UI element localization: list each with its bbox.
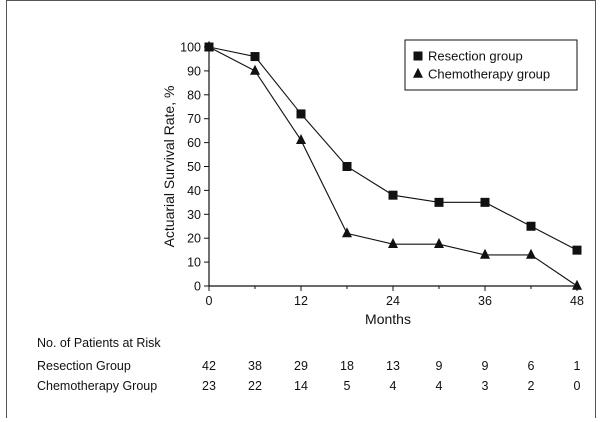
data-point [526, 248, 536, 259]
chart-legend: Resection group Chemotherapy group [404, 39, 578, 91]
data-point [572, 245, 582, 255]
data-point [296, 109, 306, 119]
x-tick-label: 24 [386, 294, 400, 308]
series-layer [204, 40, 582, 290]
y-tick-label: 20 [187, 232, 201, 246]
chart-axes: 0 10 20 30 40 50 60 70 80 90 100 0 12 24 36 48 Months Act… [161, 41, 584, 328]
risk-row-label: Chemotherapy Group [37, 379, 157, 393]
x-tick-label: 48 [570, 294, 584, 308]
risk-cell: 9 [482, 359, 489, 373]
data-point [388, 237, 398, 248]
data-point [342, 227, 352, 238]
data-point [388, 190, 398, 200]
data-point [526, 221, 536, 231]
risk-cell: 9 [436, 359, 443, 373]
risk-cell: 6 [528, 359, 535, 373]
data-point [434, 197, 444, 207]
y-axis-title: Actuarial Survival Rate, % [161, 86, 177, 248]
data-point [434, 237, 444, 248]
y-tick-label: 90 [187, 64, 201, 78]
y-tick-label: 10 [187, 256, 201, 270]
risk-cell: 23 [202, 379, 216, 393]
risk-cell: 5 [344, 379, 351, 393]
risk-cell: 1 [574, 359, 581, 373]
y-tick-label: 30 [187, 208, 201, 222]
risk-row: Chemotherapy Group 23 22 14 5 4 4 3 2 0 [37, 379, 581, 393]
y-tick-label: 60 [187, 136, 201, 150]
data-point [572, 279, 582, 290]
data-point [342, 162, 352, 171]
data-point [480, 197, 490, 207]
y-tick-label: 80 [187, 88, 201, 102]
x-tick-label: 0 [206, 294, 213, 308]
legend-label: Chemotherapy group [428, 67, 550, 82]
risk-cell: 14 [294, 379, 308, 393]
risk-cell: 29 [294, 359, 308, 373]
risk-cell: 3 [482, 379, 489, 393]
legend-marker [413, 51, 423, 61]
data-point [480, 248, 490, 259]
x-tick-label: 12 [294, 294, 308, 308]
risk-cell: 0 [574, 379, 581, 393]
legend-marker [413, 67, 423, 78]
risk-row: Resection Group 42 38 29 18 13 9 9 6 1 [37, 359, 581, 373]
y-tick-label: 70 [187, 112, 201, 126]
risk-cell: 18 [340, 359, 354, 373]
legend-box [404, 39, 578, 91]
risk-cell: 38 [248, 359, 262, 373]
risk-cell: 42 [202, 359, 216, 373]
x-axis-title: Months [365, 311, 411, 327]
risk-cell: 2 [528, 379, 535, 393]
risk-table-title: No. of Patients at Risk [37, 336, 161, 350]
data-point [204, 40, 214, 51]
y-tick-label: 0 [194, 280, 201, 294]
series-chemotherapy [204, 40, 582, 290]
y-tick-label: 50 [187, 160, 201, 174]
data-point [296, 134, 306, 145]
y-tick-label: 40 [187, 184, 201, 198]
y-tick-label: 100 [180, 41, 201, 55]
risk-row-label: Resection Group [37, 359, 131, 373]
risk-cell: 13 [386, 359, 400, 373]
data-point [250, 52, 260, 62]
risk-cell: 4 [436, 379, 443, 393]
risk-cell: 4 [390, 379, 397, 393]
data-point [250, 64, 260, 75]
x-tick-label: 36 [478, 294, 492, 308]
risk-cell: 22 [248, 379, 262, 393]
legend-label: Resection group [428, 49, 523, 64]
